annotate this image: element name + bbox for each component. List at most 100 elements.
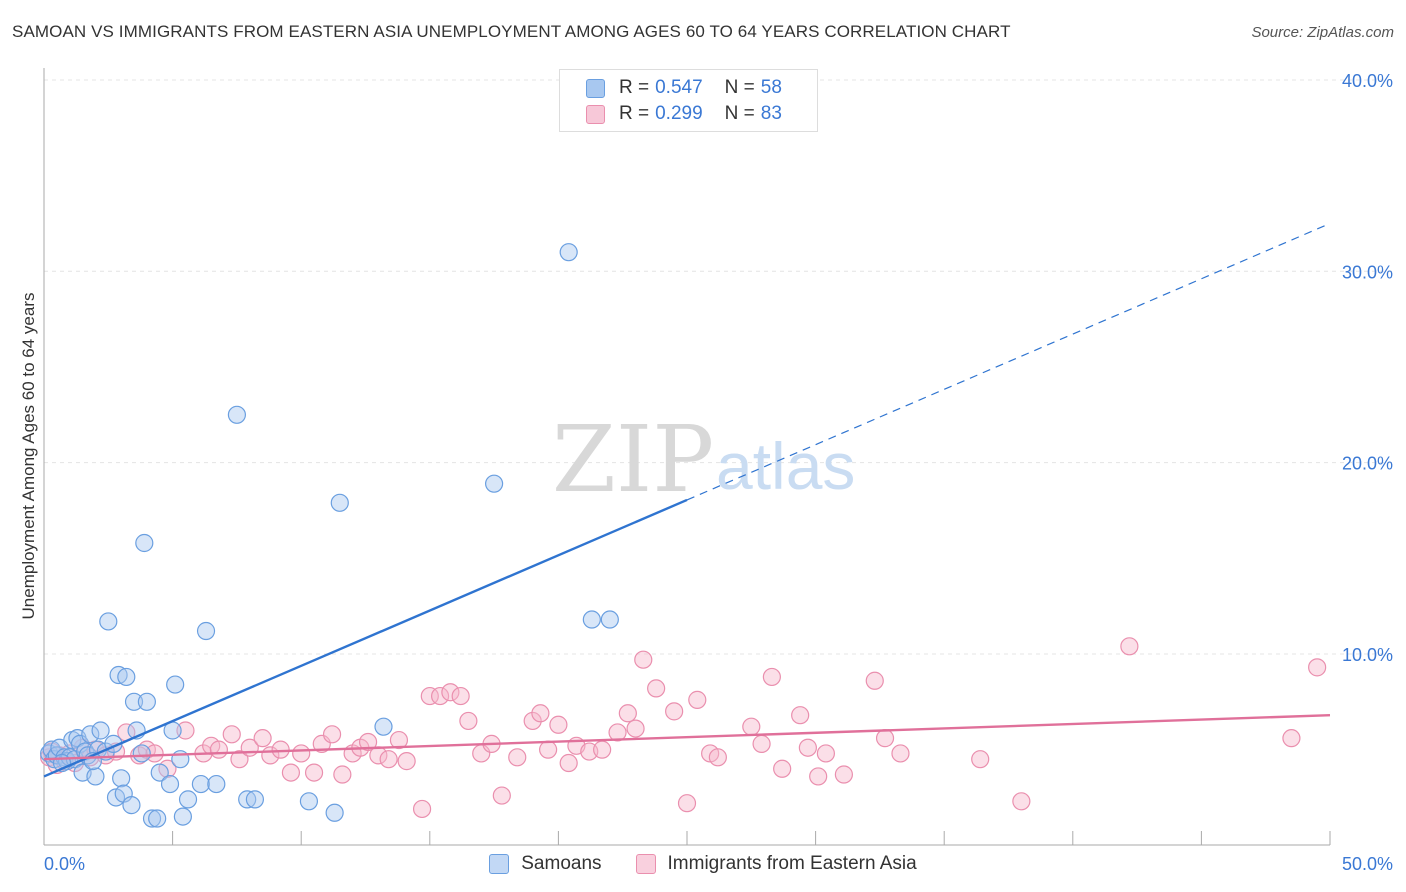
data-point — [117, 667, 136, 687]
data-point — [112, 769, 131, 788]
y-tick-label: 10.0% — [1342, 645, 1393, 665]
data-point — [451, 686, 470, 706]
data-point — [582, 610, 601, 629]
data-point — [608, 723, 627, 742]
trend-line-samoans-dashed — [686, 222, 1331, 501]
stats-legend: R = 0.547 N = 58 R = 0.299 N = 83 — [559, 69, 818, 132]
chart-title: SAMOAN VS IMMIGRANTS FROM EASTERN ASIA U… — [12, 22, 1011, 41]
data-point — [99, 612, 118, 631]
series-immigrants-from-eastern-asia — [40, 637, 1327, 819]
data-point — [834, 765, 853, 784]
gridlines — [44, 79, 1393, 655]
data-point — [791, 706, 810, 725]
data-point — [809, 767, 828, 786]
data-point — [292, 744, 311, 763]
data-point — [549, 715, 568, 734]
legend-item-samoans[interactable]: Samoans — [489, 853, 602, 875]
data-point — [281, 763, 301, 782]
data-point — [207, 774, 226, 794]
data-point — [137, 692, 156, 711]
trend-line-eastern-asia-solid — [43, 713, 1331, 761]
data-point — [459, 711, 478, 731]
series-samoans — [40, 243, 619, 828]
data-point — [135, 533, 154, 553]
data-point — [971, 750, 990, 769]
data-point — [626, 719, 645, 738]
legend-label-immigrants-from-eastern-asia: Immigrants from Eastern Asia — [667, 853, 917, 874]
data-point — [397, 752, 416, 771]
data-point — [816, 744, 835, 763]
data-point — [634, 650, 653, 669]
trend-lines — [43, 222, 1331, 778]
data-point — [389, 730, 409, 750]
data-point — [412, 799, 432, 819]
data-point — [238, 790, 257, 809]
data-point — [688, 690, 707, 709]
data-point — [1012, 792, 1031, 811]
data-point — [176, 721, 195, 740]
data-point — [358, 732, 378, 752]
data-point — [600, 610, 619, 629]
watermark: ZIP atlas — [552, 406, 855, 513]
n-label: N = — [724, 77, 755, 98]
n-label: N = — [724, 103, 755, 124]
data-point — [299, 792, 319, 811]
data-point — [430, 686, 450, 706]
data-point — [245, 790, 265, 809]
data-point — [559, 753, 578, 773]
data-point — [86, 767, 105, 786]
data-point — [122, 796, 141, 815]
samoans-legend-swatch — [489, 854, 510, 874]
stats-legend-row-eastern-asia: R = 0.299 N = 83 — [586, 102, 782, 126]
data-point — [209, 740, 228, 759]
x-tick-label-max: 50.0% — [1342, 854, 1393, 874]
source-label: Source: ZipAtlas.com — [1251, 24, 1394, 41]
data-point — [81, 725, 100, 744]
data-point — [1282, 729, 1301, 748]
data-point — [798, 738, 817, 757]
data-point — [132, 744, 151, 763]
data-point — [762, 667, 781, 687]
data-point — [618, 704, 637, 723]
data-point — [441, 683, 460, 702]
data-point — [91, 721, 110, 740]
data-point — [374, 717, 393, 736]
trend-line-samoans-solid — [43, 498, 688, 778]
data-point — [166, 675, 185, 694]
data-point — [420, 686, 439, 706]
r-label: R = — [619, 77, 650, 98]
legend-item-immigrants-from-eastern-asia[interactable]: Immigrants from Eastern Asia — [635, 853, 917, 875]
data-point — [227, 405, 246, 424]
data-point — [708, 748, 727, 767]
eastern-asia-legend-swatch — [635, 854, 656, 874]
data-point — [271, 740, 290, 759]
data-point — [124, 692, 144, 711]
tick-labels: 0.0% 50.0% 10.0% 20.0% 30.0% 40.0% — [44, 71, 1393, 874]
axes — [43, 68, 1331, 846]
data-point — [230, 750, 249, 769]
data-point — [330, 493, 349, 512]
y-tick-label: 30.0% — [1342, 262, 1393, 282]
n-value: 58 — [760, 77, 782, 98]
data-point — [191, 774, 210, 794]
data-point — [325, 803, 344, 822]
data-point — [523, 711, 542, 731]
x-tick-label-min: 0.0% — [44, 854, 85, 874]
n-value: 83 — [760, 103, 782, 124]
data-point — [677, 794, 697, 813]
data-point — [891, 744, 910, 763]
data-point — [379, 750, 398, 769]
data-point — [752, 734, 771, 753]
data-point — [492, 786, 511, 805]
data-point — [865, 671, 884, 690]
eastern-asia-swatch — [586, 104, 605, 124]
data-point — [559, 243, 578, 262]
stats-legend-row-samoans: R = 0.547 N = 58 — [586, 76, 782, 100]
data-point — [665, 702, 684, 721]
r-value: 0.547 — [655, 77, 703, 98]
data-point — [150, 763, 169, 782]
data-point — [196, 621, 216, 641]
data-point — [333, 765, 352, 784]
data-point — [485, 474, 504, 493]
